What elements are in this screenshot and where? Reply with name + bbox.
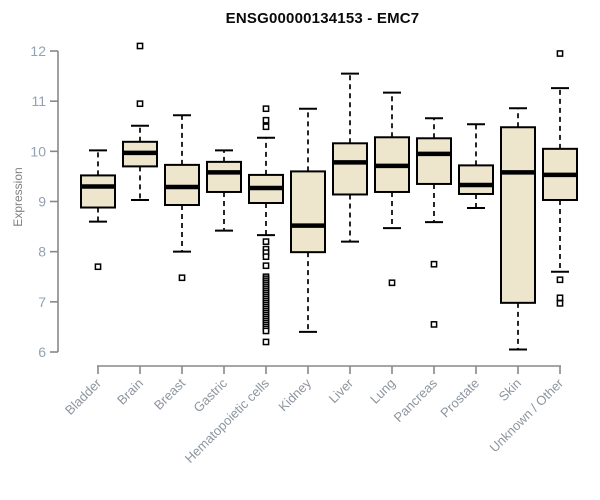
outlier-point [94,263,102,271]
y-tick-label-10: 10 [30,143,46,159]
outlier-point [262,338,270,346]
y-tick-label-7: 7 [38,294,46,310]
x-tick-label-lung: Lung [367,376,398,407]
boxplot-breast [164,114,200,282]
chart-title: ENSG00000134153 - EMC7 [225,10,420,27]
outlier-point [262,123,270,131]
y-tick-label-9: 9 [38,194,46,210]
boxplot-unknown-other [542,50,578,307]
y-axis: 6 7 8 9 10 11 12 [30,43,59,360]
x-tick-label-pancreas: Pancreas [391,375,441,425]
y-tick-label-12: 12 [30,43,46,59]
boxplot-kidney [290,107,326,333]
x-tick-label-bladder: Bladder [62,375,105,418]
outlier-point [136,100,144,108]
outlier-point [556,299,564,307]
boxplot-prostate [458,123,494,210]
x-tick-label-skin: Skin [496,376,524,404]
outlier-point [262,238,270,245]
outlier-point [430,260,438,268]
y-tick-label-6: 6 [38,344,46,360]
outlier-point [556,294,564,302]
x-tick-label-gastric: Gastric [190,375,230,415]
boxplot-gastric [206,149,242,232]
boxplot-liver [332,72,368,243]
boxplot-hematopoietic-cells [248,105,284,346]
outlier-point [178,274,186,282]
x-tick-label-breast: Breast [151,375,188,412]
outlier-point [556,276,564,284]
outlier-point [430,321,438,328]
outlier-point [262,105,270,113]
x-tick-label-unknown-other: Unknown / Other [487,375,567,455]
outlier-point [556,50,564,57]
x-tick-label-liver: Liver [326,375,357,406]
outlier-point [388,279,396,287]
x-tick-label-brain: Brain [114,376,146,408]
boxplot-lung [374,91,410,287]
outlier-point [262,253,270,261]
boxplot-bladder [80,149,116,271]
y-tick-label-11: 11 [31,93,46,109]
boxplot-skin [500,107,536,351]
outlier-point [262,116,270,124]
outlier-point [262,327,270,335]
boxplot-brain [122,42,158,201]
outlier-point [262,262,270,270]
boxplot-pancreas [416,117,452,328]
x-tick-label-kidney: Kidney [275,375,314,414]
y-tick-label-8: 8 [38,244,46,260]
x-tick-label-prostate: Prostate [437,376,482,421]
outlier-point [136,42,144,50]
